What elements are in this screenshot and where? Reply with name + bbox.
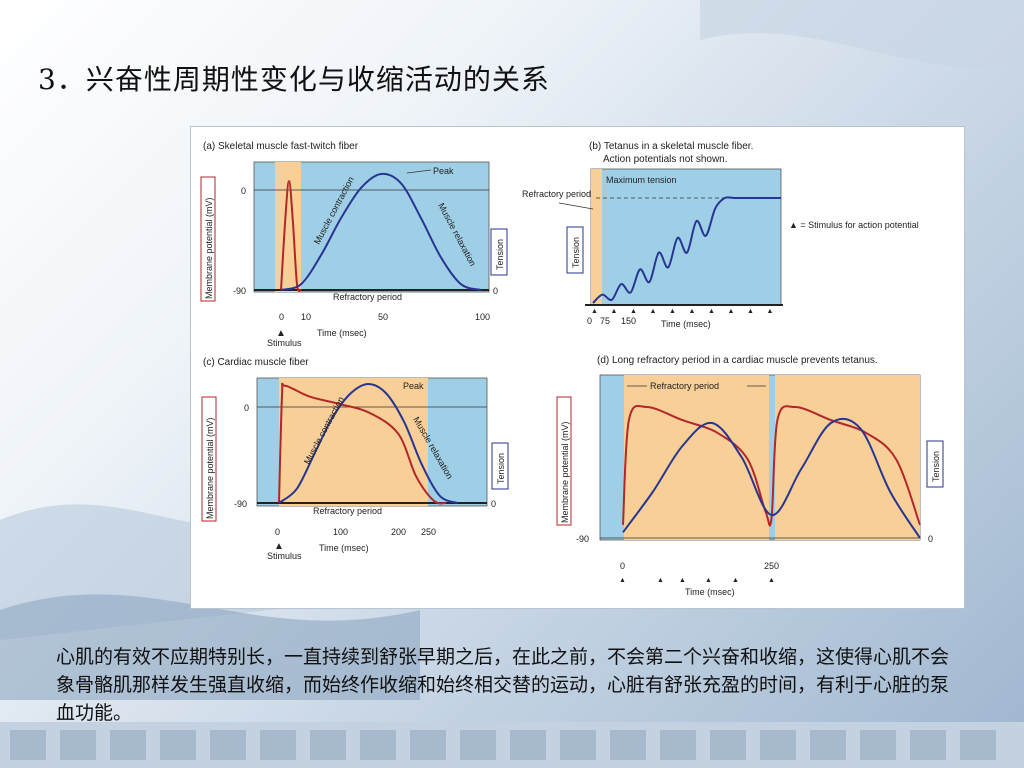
panel-a-y2tick-0: 0	[493, 286, 498, 296]
panel-a-ytick-0: 0	[241, 186, 246, 196]
panel-b-y2label-box	[566, 226, 584, 274]
panel-a-ytick-1: -90	[233, 286, 246, 296]
panel-d-stimuli: ▲ ▲ ▲ ▲ ▲ ▲	[619, 577, 775, 584]
panel-b-stimulus-triangle: ▲	[728, 308, 735, 315]
panel-c-peak-label: Peak	[403, 381, 424, 391]
slide-caption: 心肌的有效不应期特别长，一直持续到舒张早期之后，在此之前，不会第二个兴奋和收缩，…	[56, 646, 950, 724]
panel-b-refractory-band	[591, 169, 602, 305]
panel-a-stimulus-label: Stimulus	[267, 338, 302, 348]
panel-a: (a) Skeletal muscle fast-twitch fiber Me…	[200, 141, 508, 348]
panel-d-refractory-label: Refractory period	[650, 381, 719, 391]
panel-b-refractory-leader	[558, 202, 594, 210]
panel-c-membrane-series	[278, 382, 447, 505]
panel-c: (c) Cardiac muscle fiber Membrane potent…	[201, 357, 509, 561]
panel-a-refractory-label: Refractory period	[333, 292, 402, 302]
panel-c-xlabel: Time (msec)	[319, 543, 369, 553]
panel-c-xtick-0: 0	[275, 527, 280, 537]
panel-d-y2label-box	[926, 440, 944, 488]
panel-a-xtick-2: 50	[378, 312, 388, 322]
panel-d-refractory-label-bg	[647, 379, 747, 392]
panel-d-refractory-band-1	[624, 375, 769, 540]
panel-a-y2label: Tension	[495, 239, 505, 270]
panel-d-xlabel: Time (msec)	[685, 587, 735, 597]
panel-a-xtick-1: 10	[301, 312, 311, 322]
panel-a-xlabel: Time (msec)	[317, 328, 367, 338]
panel-b-xtick-1: 75	[600, 316, 610, 326]
panel-d-refractory-band-2	[775, 375, 920, 540]
panel-c-refractory-label: Refractory period	[313, 506, 382, 516]
panel-c-y2tick-0: 0	[491, 499, 496, 509]
figure-panel: (a) Skeletal muscle fast-twitch fiber Me…	[190, 126, 965, 609]
panel-b-stimulus-triangle: ▲	[708, 308, 715, 315]
panel-d-title: (d) Long refractory period in a cardiac …	[597, 355, 878, 366]
panel-d-stimulus-triangle: ▲	[732, 577, 739, 584]
panel-b-xtick-0: 0	[587, 316, 592, 326]
panel-d: (d) Long refractory period in a cardiac …	[556, 355, 944, 597]
panel-d-xtick-0: 0	[620, 561, 625, 571]
panel-a-tension-series	[280, 172, 482, 291]
panel-b-stimulus-triangle: ▲	[689, 308, 696, 315]
muscle-figure: (a) Skeletal muscle fast-twitch fiber Me…	[200, 141, 944, 597]
panel-d-stimulus-triangle: ▲	[768, 577, 775, 584]
panel-c-xtick-2: 200	[391, 527, 406, 537]
panel-d-xtick-1: 250	[764, 561, 779, 571]
panel-b-stimulus-triangle: ▲	[591, 308, 598, 315]
panel-a-stimulus-triangle: ▲	[276, 328, 286, 339]
panel-a-xtick-0: 0	[279, 312, 284, 322]
panel-c-ylabel: Membrane potential (mV)	[205, 417, 215, 519]
panel-c-y2label-box	[491, 442, 509, 490]
panel-b-stimulus-triangle: ▲	[747, 308, 754, 315]
panel-c-tension-series	[278, 382, 459, 504]
panel-a-y2label-box	[490, 228, 508, 276]
panel-a-xtick-3: 100	[475, 312, 490, 322]
panel-b-xlabel: Time (msec)	[661, 319, 711, 329]
panel-b-refractory-label: Refractory period	[522, 189, 591, 199]
panel-b-stimulus-triangle: ▲	[650, 308, 657, 315]
panel-b-max-label: Maximum tension	[606, 175, 677, 185]
panel-d-y2tick-0: 0	[928, 534, 933, 544]
panel-d-ylabel: Membrane potential (mV)	[560, 421, 570, 523]
slide-title: 3．兴奋性周期性变化与收缩活动的关系	[38, 63, 550, 96]
panel-a-peak-label: Peak	[433, 166, 454, 176]
panel-c-xtick-1: 100	[333, 527, 348, 537]
panel-c-stimulus-triangle: ▲	[274, 541, 284, 552]
panel-b-stimulus-triangle: ▲	[611, 308, 618, 315]
panel-c-y2label: Tension	[496, 453, 506, 484]
panel-c-stimulus-label: Stimulus	[267, 551, 302, 561]
panel-d-y2label: Tension	[931, 451, 941, 482]
panel-d-ytick-0: -90	[576, 534, 589, 544]
panel-b: (b) Tetanus in a skeletal muscle fiber. …	[522, 141, 919, 329]
panel-d-stimulus-triangle: ▲	[679, 577, 686, 584]
panel-b-title: (b) Tetanus in a skeletal muscle fiber.	[589, 141, 753, 152]
panel-b-plot-bg	[590, 168, 782, 306]
panel-d-tension-series	[622, 417, 921, 539]
panel-b-y2label: Tension	[571, 237, 581, 268]
panel-c-refractory-band	[279, 378, 428, 506]
panel-d-ylabel-box	[556, 396, 572, 526]
panel-b-xtick-2: 150	[621, 316, 636, 326]
panel-b-legend: ▲ = Stimulus for action potential	[789, 220, 919, 230]
panel-d-stimulus-triangle: ▲	[705, 577, 712, 584]
panel-b-subtitle: Action potentials not shown.	[603, 154, 728, 165]
panel-c-title: (c) Cardiac muscle fiber	[203, 357, 309, 368]
panel-b-stimulus-triangle: ▲	[767, 308, 774, 315]
panel-a-title: (a) Skeletal muscle fast-twitch fiber	[203, 141, 359, 152]
panel-c-ylabel-box	[201, 396, 217, 522]
panel-a-peak-leader	[406, 169, 432, 174]
panel-d-stimulus-triangle: ▲	[619, 577, 626, 584]
panel-b-stimulus-triangle: ▲	[630, 308, 637, 315]
panel-b-tension-series	[592, 196, 781, 304]
panel-a-ylabel-box	[200, 176, 216, 302]
panel-b-stimulus-triangle: ▲	[669, 308, 676, 315]
panel-b-stimuli: ▲ ▲ ▲ ▲ ▲ ▲ ▲ ▲ ▲ ▲	[591, 308, 773, 315]
panel-c-ytick-0: 0	[244, 403, 249, 413]
panel-d-stimulus-triangle: ▲	[657, 577, 664, 584]
panel-c-ytick-1: -90	[234, 499, 247, 509]
panel-c-xtick-3: 250	[421, 527, 436, 537]
panel-a-ylabel: Membrane potential (mV)	[204, 197, 214, 299]
